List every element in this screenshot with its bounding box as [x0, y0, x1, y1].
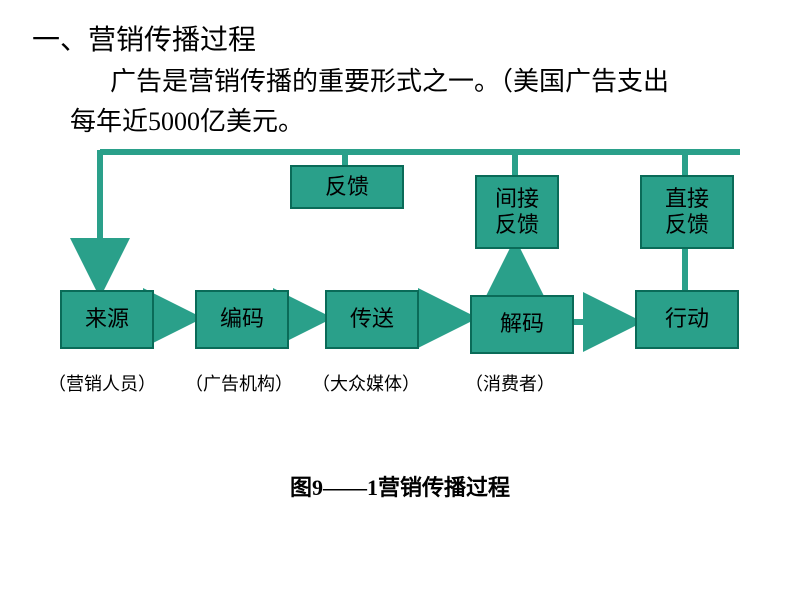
flow-node-direct_feedback: 直接 反馈 [640, 175, 734, 249]
flow-node-indirect_feedback: 间接 反馈 [475, 175, 559, 249]
flow-node-action: 行动 [635, 290, 739, 349]
flow-sublabel-source: （营销人员） [48, 370, 156, 396]
flow-node-feedback: 反馈 [290, 165, 404, 209]
flow-node-encode: 编码 [195, 290, 289, 349]
flow-sublabel-transmit: （大众媒体） [312, 370, 420, 396]
intro-line1: 广告是营销传播的重要形式之一。（美国广告支出 [110, 62, 669, 101]
flow-node-transmit: 传送 [325, 290, 419, 349]
flow-sublabel-decode: （消费者） [465, 370, 555, 396]
figure-caption: 图9——1营销传播过程 [0, 470, 800, 502]
page-heading: 一、营销传播过程 [32, 18, 256, 58]
flow-node-decode: 解码 [470, 295, 574, 354]
flow-node-source: 来源 [60, 290, 154, 349]
intro-line2: 每年近5000亿美元。 [70, 102, 304, 141]
flow-sublabel-encode: （广告机构） [185, 370, 293, 396]
